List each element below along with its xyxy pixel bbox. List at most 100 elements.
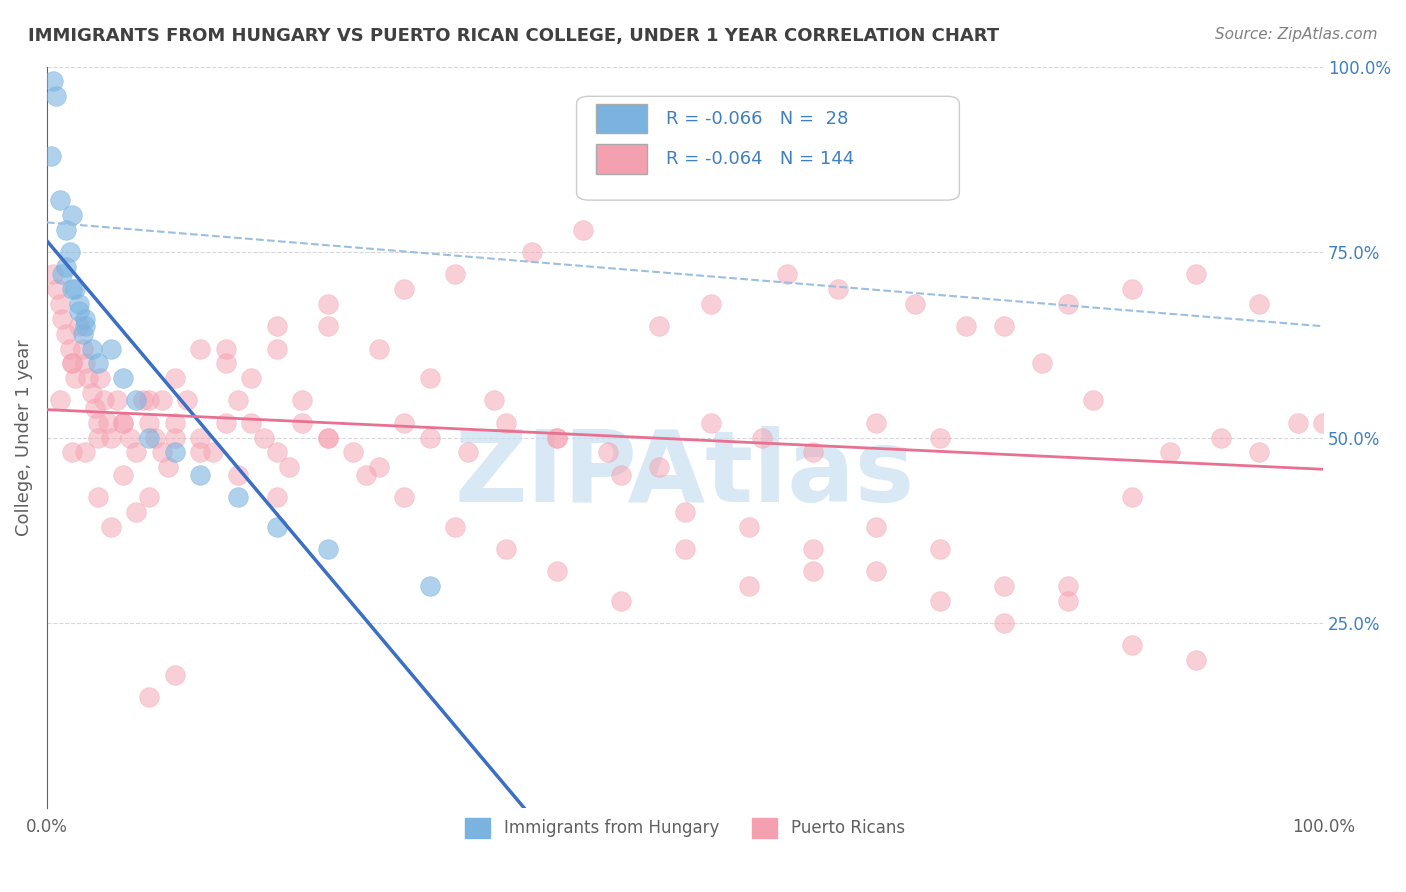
Text: Source: ZipAtlas.com: Source: ZipAtlas.com xyxy=(1215,27,1378,42)
Point xyxy=(62,356,84,370)
Point xyxy=(993,615,1015,630)
Point xyxy=(59,245,82,260)
Point xyxy=(1083,393,1105,408)
Point xyxy=(55,260,77,274)
Point xyxy=(1057,593,1080,607)
Point xyxy=(131,393,153,408)
Point xyxy=(1031,356,1053,370)
Point xyxy=(316,430,339,444)
Point xyxy=(163,416,186,430)
Point xyxy=(46,282,69,296)
Point xyxy=(112,371,135,385)
Point xyxy=(150,393,173,408)
Point xyxy=(240,371,263,385)
Point xyxy=(214,356,236,370)
Point xyxy=(240,416,263,430)
Point xyxy=(112,416,135,430)
Point xyxy=(188,467,211,482)
Point xyxy=(100,430,122,444)
Point xyxy=(1159,445,1181,459)
Point xyxy=(801,445,824,459)
Text: R = -0.066   N =  28: R = -0.066 N = 28 xyxy=(666,110,848,128)
FancyBboxPatch shape xyxy=(596,145,647,174)
Point xyxy=(266,342,288,356)
Point xyxy=(266,319,288,334)
Point xyxy=(138,490,160,504)
FancyBboxPatch shape xyxy=(596,103,647,134)
Point xyxy=(1057,297,1080,311)
Point xyxy=(72,342,94,356)
Text: ZIPAtlas: ZIPAtlas xyxy=(456,426,915,523)
Point xyxy=(63,371,86,385)
Point xyxy=(100,519,122,533)
Point xyxy=(62,356,84,370)
Point xyxy=(865,564,887,578)
Point xyxy=(394,416,416,430)
Point xyxy=(87,356,110,370)
Point xyxy=(801,564,824,578)
Point xyxy=(89,371,111,385)
Point xyxy=(112,416,135,430)
Point xyxy=(163,668,186,682)
Text: R = -0.064   N = 144: R = -0.064 N = 144 xyxy=(666,151,853,169)
Point xyxy=(291,393,314,408)
Point xyxy=(67,319,90,334)
Point xyxy=(97,416,120,430)
Point xyxy=(188,342,211,356)
Point xyxy=(367,460,389,475)
Point xyxy=(163,371,186,385)
Point xyxy=(444,268,467,282)
Point xyxy=(1121,490,1143,504)
Point xyxy=(546,430,568,444)
Point xyxy=(253,430,276,444)
Point xyxy=(55,223,77,237)
Point xyxy=(598,445,620,459)
Point xyxy=(163,430,186,444)
Point xyxy=(444,519,467,533)
Point xyxy=(1184,268,1206,282)
Point xyxy=(993,319,1015,334)
Point xyxy=(699,297,721,311)
Point xyxy=(80,386,103,401)
Point xyxy=(62,445,84,459)
Point xyxy=(751,430,773,444)
Point xyxy=(67,297,90,311)
Point xyxy=(546,564,568,578)
Point xyxy=(228,490,250,504)
Point xyxy=(125,445,148,459)
Point xyxy=(228,467,250,482)
Point xyxy=(67,304,90,318)
Point xyxy=(776,268,799,282)
Point xyxy=(1121,638,1143,652)
Point xyxy=(419,371,441,385)
Point xyxy=(62,208,84,222)
Point xyxy=(354,467,377,482)
Point xyxy=(63,282,86,296)
Point xyxy=(1057,579,1080,593)
Point xyxy=(316,297,339,311)
Point xyxy=(610,593,633,607)
Point xyxy=(75,445,97,459)
Point xyxy=(955,319,977,334)
Point xyxy=(150,445,173,459)
Point xyxy=(648,460,671,475)
Point xyxy=(84,401,107,415)
Point xyxy=(419,430,441,444)
Point xyxy=(138,393,160,408)
Point xyxy=(291,416,314,430)
Point xyxy=(138,416,160,430)
Point xyxy=(1312,416,1334,430)
Point xyxy=(673,505,696,519)
Point xyxy=(75,311,97,326)
Point xyxy=(87,490,110,504)
Point xyxy=(87,416,110,430)
Point xyxy=(48,297,70,311)
Point xyxy=(201,445,224,459)
Point xyxy=(214,342,236,356)
Point xyxy=(45,89,67,103)
Point xyxy=(138,430,160,444)
Point xyxy=(51,268,73,282)
Point xyxy=(1121,282,1143,296)
Point xyxy=(495,416,517,430)
Point xyxy=(394,282,416,296)
